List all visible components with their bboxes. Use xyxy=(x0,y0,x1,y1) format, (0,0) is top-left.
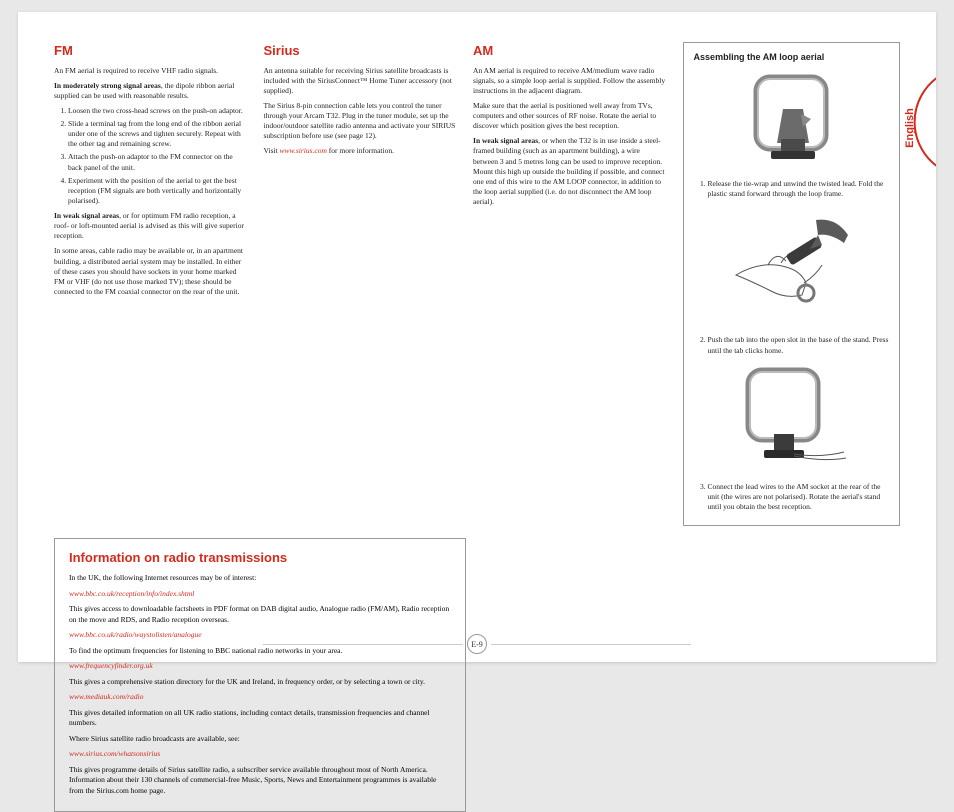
info-desc: This gives programme details of Sirius s… xyxy=(69,765,451,797)
fm-step: Attach the push-on adaptor to the FM con… xyxy=(68,152,248,172)
assembly-step: Release the tie-wrap and unwind the twis… xyxy=(708,179,889,199)
footer-line xyxy=(263,644,463,645)
fm-weak: In weak signal areas, or for optimum FM … xyxy=(54,211,248,241)
info-sirius-intro: Where Sirius satellite radio broadcasts … xyxy=(69,734,451,745)
language-label: English xyxy=(904,108,916,148)
info-link[interactable]: www.mediauk.com/radio xyxy=(69,692,451,703)
sirius-column: Sirius An antenna suitable for receiving… xyxy=(264,42,458,526)
assembly-heading: Assembling the AM loop aerial xyxy=(694,51,889,63)
fm-intro: An FM aerial is required to receive VHF … xyxy=(54,66,248,76)
fm-step: Loosen the two cross-head screws on the … xyxy=(68,106,248,116)
assembly-fig-3 xyxy=(694,362,889,472)
fm-cable: In some areas, cable radio may be availa… xyxy=(54,246,248,297)
page-number: E-9 xyxy=(467,634,487,654)
assembly-step: Connect the lead wires to the AM socket … xyxy=(708,482,889,512)
fm-heading: FM xyxy=(54,42,248,60)
page: English FM An FM aerial is required to r… xyxy=(18,12,936,662)
assembly-step: Push the tab into the open slot in the b… xyxy=(708,335,889,355)
assembly-fig-2 xyxy=(694,205,889,325)
sirius-p3: Visit www.sirius.com for more informatio… xyxy=(264,146,458,156)
sirius-link[interactable]: www.sirius.com xyxy=(280,146,327,155)
main-columns: FM An FM aerial is required to receive V… xyxy=(54,42,900,526)
assembly-list-1: Release the tie-wrap and unwind the twis… xyxy=(708,179,889,199)
assembly-list-2: Push the tab into the open slot in the b… xyxy=(708,335,889,355)
info-link[interactable]: www.bbc.co.uk/reception/info/index.shtml xyxy=(69,589,451,600)
am-p1: An AM aerial is required to receive AM/m… xyxy=(473,66,667,96)
info-link[interactable]: www.frequencyfinder.org.uk xyxy=(69,661,451,672)
am-p3: In weak signal areas, or when the T32 is… xyxy=(473,136,667,207)
assembly-box: Assembling the AM loop aerial Release th… xyxy=(683,42,900,526)
fm-moderate: In moderately strong signal areas, the d… xyxy=(54,81,248,101)
language-tab: English xyxy=(896,77,936,167)
am-heading: AM xyxy=(473,42,667,60)
info-desc: This gives access to downloadable factsh… xyxy=(69,604,451,625)
info-link[interactable]: www.sirius.com/whatsonsirius xyxy=(69,749,451,760)
fm-step: Slide a terminal tag from the long end o… xyxy=(68,119,248,149)
assembly-fig-1 xyxy=(694,69,889,169)
info-intro: In the UK, the following Internet resour… xyxy=(69,573,451,584)
info-box: Information on radio transmissions In th… xyxy=(54,538,466,812)
assembly-list-3: Connect the lead wires to the AM socket … xyxy=(708,482,889,512)
sirius-p1: An antenna suitable for receiving Sirius… xyxy=(264,66,458,96)
info-desc: This gives a comprehensive station direc… xyxy=(69,677,451,688)
sirius-p2: The Sirius 8-pin connection cable lets y… xyxy=(264,101,458,142)
am-p2: Make sure that the aerial is positioned … xyxy=(473,101,667,131)
am-column: AM An AM aerial is required to receive A… xyxy=(473,42,667,526)
info-desc: This gives detailed information on all U… xyxy=(69,708,451,729)
page-footer: E-9 xyxy=(263,634,691,654)
fm-steps: Loosen the two cross-head screws on the … xyxy=(68,106,248,206)
info-heading: Information on radio transmissions xyxy=(69,549,451,567)
fm-column: FM An FM aerial is required to receive V… xyxy=(54,42,248,526)
fm-step: Experiment with the position of the aeri… xyxy=(68,176,248,206)
footer-line xyxy=(491,644,691,645)
sirius-heading: Sirius xyxy=(264,42,458,60)
